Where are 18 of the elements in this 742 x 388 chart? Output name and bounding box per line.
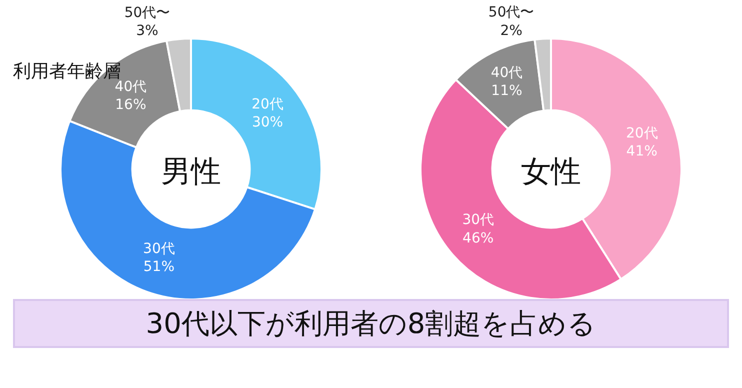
slice-label: 40代 (490, 65, 523, 82)
data-label: 11% (491, 83, 522, 100)
data-label: 16% (115, 97, 146, 114)
text: 30代以下が利用者の8割超を占める (146, 307, 596, 340)
slice-label: 30代 (143, 240, 175, 257)
data-label: 2% (500, 22, 522, 39)
data-label: 3% (136, 23, 158, 40)
text: 男性 (161, 154, 221, 190)
data-label: 51% (143, 259, 175, 276)
slice-label: 30代 (462, 212, 494, 228)
text: 女性 (521, 154, 581, 190)
data-label: 30% (252, 114, 284, 130)
slice-label: 50代〜 (488, 4, 534, 21)
slice-label: 20代 (626, 125, 658, 142)
data-label: 46% (462, 230, 494, 246)
data-label: 41% (626, 144, 658, 160)
slice-label: 20代 (252, 96, 284, 112)
slice-label: 50代〜 (124, 5, 170, 22)
